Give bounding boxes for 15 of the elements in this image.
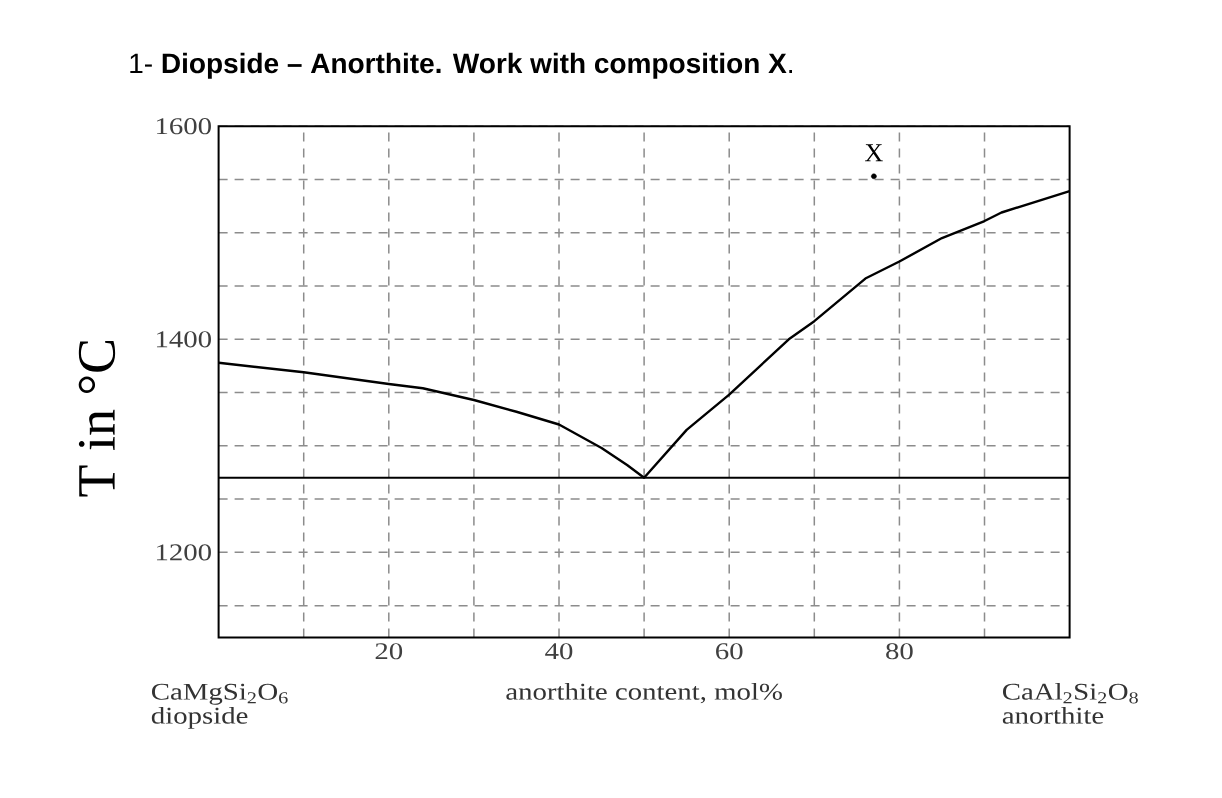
text: CaAl$_{2}$Si$_{2}$O$_{8}$ bbox=[1002, 682, 1138, 704]
text: CaMgSi$_{2}$O$_{6}$ bbox=[151, 683, 288, 705]
y-axis-title: T in °C bbox=[78, 340, 116, 497]
text: anorthite bbox=[1002, 706, 1104, 724]
y-tick-label: 1200 bbox=[157, 544, 211, 561]
text: diopside bbox=[151, 706, 248, 729]
x-axis-title: anorthite content, mol% bbox=[506, 682, 782, 704]
series-label: X bbox=[865, 144, 883, 162]
y-tick-label: 1600 bbox=[157, 118, 211, 135]
x-tick-label: 20 bbox=[375, 643, 403, 660]
x-tick-label: 80 bbox=[886, 643, 913, 660]
chart-title: 1- Diopside – Anorthite. Work with composition X. bbox=[130, 52, 792, 79]
x-tick-label: 40 bbox=[545, 643, 573, 660]
y-tick-label: 1400 bbox=[157, 331, 211, 348]
x-tick-label: 60 bbox=[716, 643, 743, 660]
